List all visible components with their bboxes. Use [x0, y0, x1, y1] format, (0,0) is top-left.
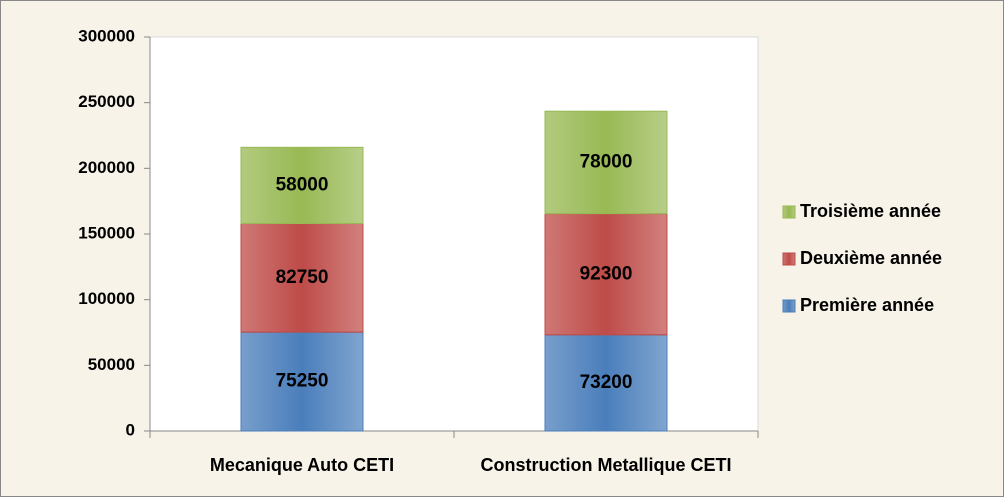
legend-label: Deuxième année: [800, 248, 942, 268]
y-tick-label: 250000: [78, 92, 135, 111]
value-label: 75250: [276, 371, 329, 392]
value-label: 82750: [276, 267, 329, 288]
legend-swatch: [782, 205, 796, 219]
y-tick-label: 300000: [78, 26, 135, 45]
bar-segment: [544, 110, 668, 215]
x-tick-label: Construction Metallique CETI: [480, 455, 731, 475]
y-tick-label: 100000: [78, 289, 135, 308]
value-label: 58000: [276, 174, 329, 195]
y-tick-label: 50000: [88, 355, 135, 374]
value-label: 73200: [580, 372, 633, 393]
bar-segment: [544, 334, 668, 432]
legend-swatch: [782, 252, 796, 266]
legend-label: Première année: [800, 295, 934, 315]
x-tick-label: Mecanique Auto CETI: [210, 455, 394, 475]
y-tick-label: 150000: [78, 223, 135, 242]
y-tick-label: 0: [126, 420, 135, 439]
bar-segment: [544, 213, 668, 336]
bar-segment: [240, 146, 364, 224]
value-label: 92300: [580, 263, 633, 284]
legend-swatch: [782, 299, 796, 313]
legend-label: Troisième année: [800, 201, 941, 221]
y-tick-label: 200000: [78, 158, 135, 177]
value-label: 78000: [580, 151, 633, 172]
